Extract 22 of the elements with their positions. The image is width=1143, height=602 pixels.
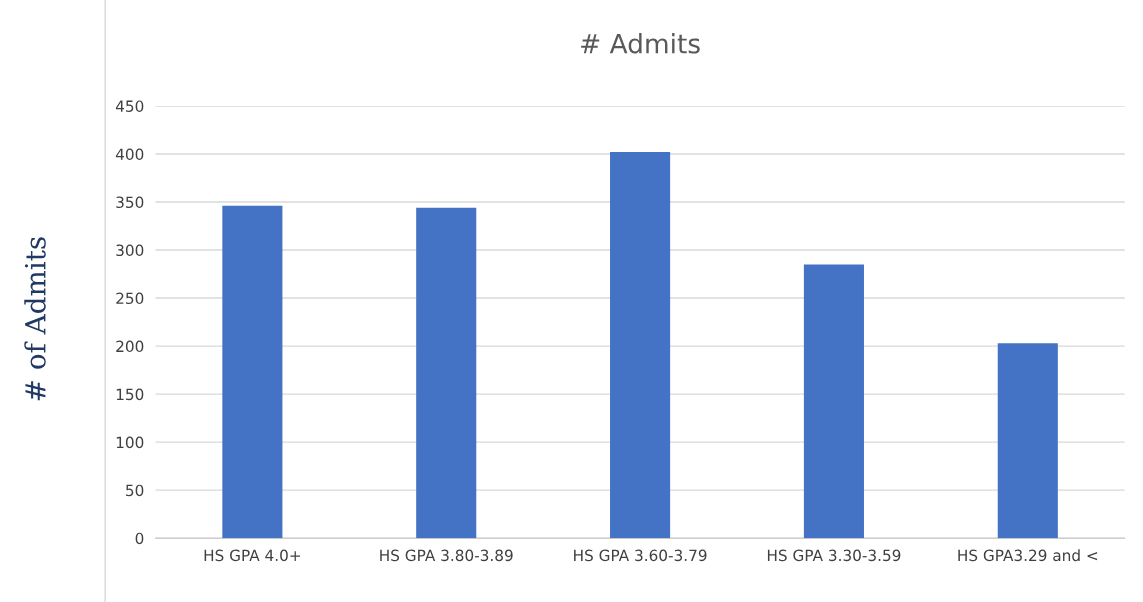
bar [803, 264, 864, 539]
y-tick-label: 100 [116, 436, 144, 449]
y-tick-label: 250 [116, 292, 144, 305]
bar [610, 152, 671, 539]
bar [222, 205, 283, 539]
y-tick-label: 300 [116, 244, 144, 257]
x-tick-label: HS GPA 3.30-3.59 [767, 549, 901, 562]
x-tick-label: HS GPA3.29 and < [958, 549, 1098, 562]
x-tick-label: HS GPA 3.60-3.79 [574, 549, 707, 562]
y-tick-label: 0 [135, 532, 144, 545]
chart-title: # Admits [581, 33, 700, 54]
y-tick-label: 350 [116, 196, 144, 209]
y-tick-label: 50 [126, 484, 144, 497]
x-tick-label: HS GPA 4.0+ [204, 549, 301, 562]
x-tick-label: HS GPA 3.80-3.89 [380, 549, 513, 562]
bar [997, 343, 1058, 539]
y-tick-label: 450 [115, 100, 144, 112]
y-tick-label: 200 [116, 340, 144, 353]
y-axis-title: # of Admits [24, 237, 46, 401]
y-tick-label: 150 [116, 388, 144, 401]
y-tick-label: 400 [115, 148, 144, 160]
bar [416, 207, 477, 539]
